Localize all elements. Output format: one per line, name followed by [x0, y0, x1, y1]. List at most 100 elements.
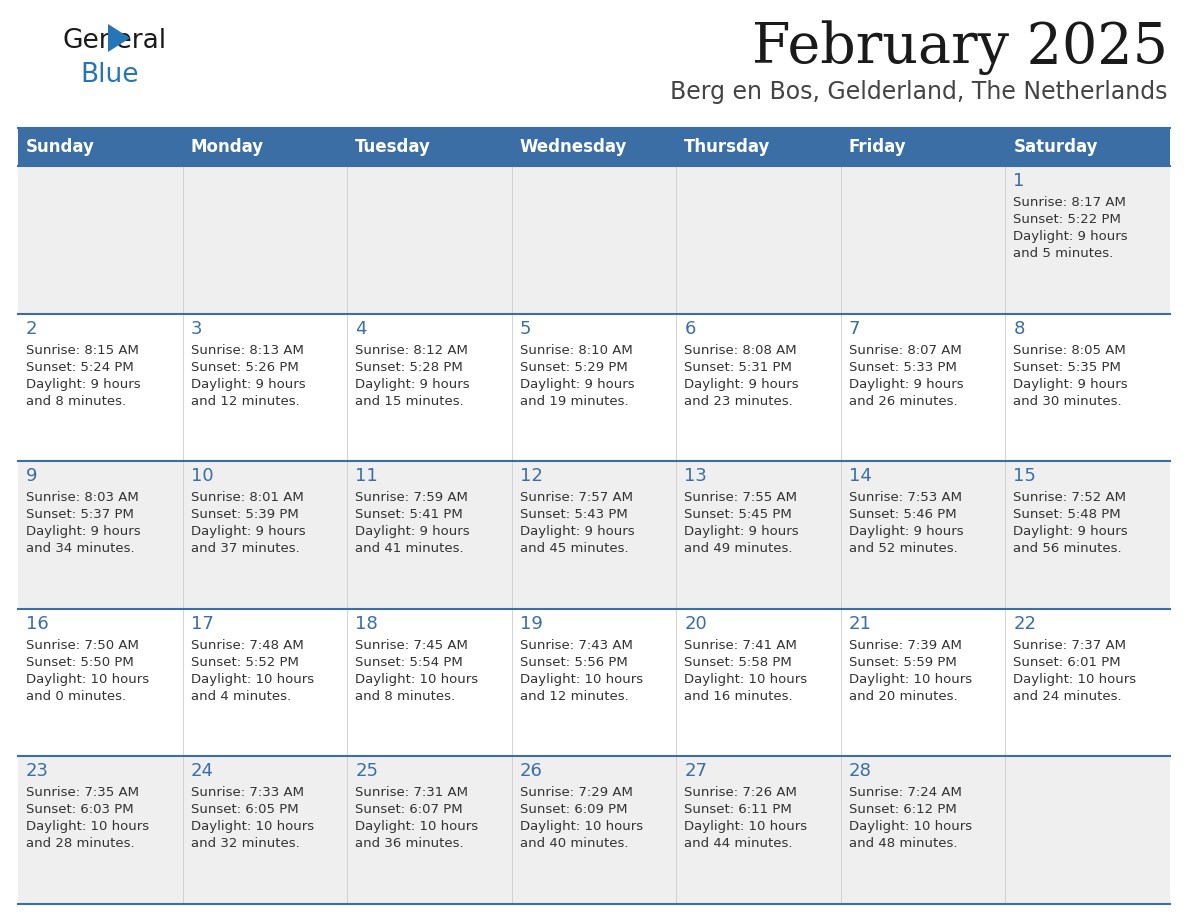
Text: Sunset: 5:39 PM: Sunset: 5:39 PM: [190, 509, 298, 521]
Text: Sunset: 5:45 PM: Sunset: 5:45 PM: [684, 509, 792, 521]
Text: Daylight: 9 hours: Daylight: 9 hours: [355, 525, 469, 538]
Text: Sunrise: 7:50 AM: Sunrise: 7:50 AM: [26, 639, 139, 652]
Text: and 48 minutes.: and 48 minutes.: [849, 837, 958, 850]
Text: Daylight: 9 hours: Daylight: 9 hours: [1013, 525, 1129, 538]
Text: 24: 24: [190, 763, 214, 780]
Text: Berg en Bos, Gelderland, The Netherlands: Berg en Bos, Gelderland, The Netherlands: [670, 80, 1168, 104]
Text: and 52 minutes.: and 52 minutes.: [849, 543, 958, 555]
Text: Daylight: 9 hours: Daylight: 9 hours: [1013, 377, 1129, 390]
Text: Daylight: 9 hours: Daylight: 9 hours: [684, 377, 798, 390]
Text: 18: 18: [355, 615, 378, 633]
Text: Sunset: 5:35 PM: Sunset: 5:35 PM: [1013, 361, 1121, 374]
Text: Sunset: 5:46 PM: Sunset: 5:46 PM: [849, 509, 956, 521]
Text: 7: 7: [849, 319, 860, 338]
Text: Daylight: 10 hours: Daylight: 10 hours: [190, 673, 314, 686]
Text: Daylight: 10 hours: Daylight: 10 hours: [26, 821, 150, 834]
Text: and 28 minutes.: and 28 minutes.: [26, 837, 134, 850]
Text: Sunrise: 7:53 AM: Sunrise: 7:53 AM: [849, 491, 962, 504]
Text: 20: 20: [684, 615, 707, 633]
Text: Daylight: 10 hours: Daylight: 10 hours: [684, 821, 808, 834]
Text: 6: 6: [684, 319, 696, 338]
Text: Sunset: 5:26 PM: Sunset: 5:26 PM: [190, 361, 298, 374]
Text: 21: 21: [849, 615, 872, 633]
Text: Sunrise: 8:17 AM: Sunrise: 8:17 AM: [1013, 196, 1126, 209]
Text: 27: 27: [684, 763, 707, 780]
Text: and 37 minutes.: and 37 minutes.: [190, 543, 299, 555]
Text: and 19 minutes.: and 19 minutes.: [519, 395, 628, 408]
Text: 9: 9: [26, 467, 38, 486]
Text: Daylight: 10 hours: Daylight: 10 hours: [1013, 673, 1137, 686]
Text: Sunrise: 8:10 AM: Sunrise: 8:10 AM: [519, 343, 632, 356]
Text: and 44 minutes.: and 44 minutes.: [684, 837, 792, 850]
Text: and 12 minutes.: and 12 minutes.: [519, 689, 628, 703]
Text: Sunrise: 7:26 AM: Sunrise: 7:26 AM: [684, 787, 797, 800]
Text: 23: 23: [26, 763, 49, 780]
Text: and 41 minutes.: and 41 minutes.: [355, 543, 463, 555]
Text: Sunrise: 8:01 AM: Sunrise: 8:01 AM: [190, 491, 303, 504]
Text: 26: 26: [519, 763, 543, 780]
Text: Sunset: 5:22 PM: Sunset: 5:22 PM: [1013, 213, 1121, 226]
Bar: [18, 314, 1170, 461]
Text: Daylight: 9 hours: Daylight: 9 hours: [519, 525, 634, 538]
Text: Sunset: 5:33 PM: Sunset: 5:33 PM: [849, 361, 956, 374]
Text: Sunrise: 8:08 AM: Sunrise: 8:08 AM: [684, 343, 797, 356]
Text: Daylight: 10 hours: Daylight: 10 hours: [849, 821, 972, 834]
Text: Sunrise: 7:33 AM: Sunrise: 7:33 AM: [190, 787, 304, 800]
Text: Daylight: 9 hours: Daylight: 9 hours: [190, 525, 305, 538]
Text: and 56 minutes.: and 56 minutes.: [1013, 543, 1121, 555]
Text: Saturday: Saturday: [1013, 138, 1098, 156]
Text: and 40 minutes.: and 40 minutes.: [519, 837, 628, 850]
Text: Daylight: 9 hours: Daylight: 9 hours: [684, 525, 798, 538]
Text: Sunset: 6:03 PM: Sunset: 6:03 PM: [26, 803, 133, 816]
Text: 8: 8: [1013, 319, 1025, 338]
Text: Sunrise: 7:55 AM: Sunrise: 7:55 AM: [684, 491, 797, 504]
Text: and 45 minutes.: and 45 minutes.: [519, 543, 628, 555]
Text: Sunset: 5:54 PM: Sunset: 5:54 PM: [355, 655, 463, 669]
Text: 5: 5: [519, 319, 531, 338]
Text: Daylight: 9 hours: Daylight: 9 hours: [190, 377, 305, 390]
Text: Friday: Friday: [849, 138, 906, 156]
Text: 17: 17: [190, 615, 214, 633]
Text: Sunset: 5:31 PM: Sunset: 5:31 PM: [684, 361, 792, 374]
Text: Daylight: 9 hours: Daylight: 9 hours: [26, 525, 140, 538]
Text: and 4 minutes.: and 4 minutes.: [190, 689, 291, 703]
Text: Sunrise: 7:39 AM: Sunrise: 7:39 AM: [849, 639, 962, 652]
Text: Sunset: 6:05 PM: Sunset: 6:05 PM: [190, 803, 298, 816]
Text: Sunset: 5:48 PM: Sunset: 5:48 PM: [1013, 509, 1121, 521]
Text: 2: 2: [26, 319, 38, 338]
Text: Sunset: 6:12 PM: Sunset: 6:12 PM: [849, 803, 956, 816]
Text: Sunset: 5:28 PM: Sunset: 5:28 PM: [355, 361, 463, 374]
Text: Daylight: 9 hours: Daylight: 9 hours: [849, 377, 963, 390]
Text: Daylight: 9 hours: Daylight: 9 hours: [1013, 230, 1129, 243]
Text: 16: 16: [26, 615, 49, 633]
Text: Sunrise: 8:13 AM: Sunrise: 8:13 AM: [190, 343, 303, 356]
Text: 28: 28: [849, 763, 872, 780]
Text: Sunset: 6:07 PM: Sunset: 6:07 PM: [355, 803, 463, 816]
Text: Sunset: 6:09 PM: Sunset: 6:09 PM: [519, 803, 627, 816]
Bar: [18, 609, 1170, 756]
Text: Sunrise: 8:03 AM: Sunrise: 8:03 AM: [26, 491, 139, 504]
Text: Sunrise: 7:57 AM: Sunrise: 7:57 AM: [519, 491, 633, 504]
Text: and 36 minutes.: and 36 minutes.: [355, 837, 463, 850]
Text: Blue: Blue: [80, 62, 139, 88]
Text: Daylight: 10 hours: Daylight: 10 hours: [355, 673, 479, 686]
Text: and 16 minutes.: and 16 minutes.: [684, 689, 792, 703]
Text: Sunset: 5:43 PM: Sunset: 5:43 PM: [519, 509, 627, 521]
Text: 25: 25: [355, 763, 378, 780]
Text: Sunrise: 7:29 AM: Sunrise: 7:29 AM: [519, 787, 632, 800]
Text: and 8 minutes.: and 8 minutes.: [26, 395, 126, 408]
Text: 4: 4: [355, 319, 367, 338]
Text: Daylight: 9 hours: Daylight: 9 hours: [26, 377, 140, 390]
Text: and 30 minutes.: and 30 minutes.: [1013, 395, 1121, 408]
Text: Tuesday: Tuesday: [355, 138, 431, 156]
Text: Sunset: 5:41 PM: Sunset: 5:41 PM: [355, 509, 463, 521]
Text: General: General: [62, 28, 166, 54]
Text: 19: 19: [519, 615, 543, 633]
Text: Wednesday: Wednesday: [519, 138, 627, 156]
Text: Sunrise: 7:52 AM: Sunrise: 7:52 AM: [1013, 491, 1126, 504]
Text: Sunrise: 7:31 AM: Sunrise: 7:31 AM: [355, 787, 468, 800]
Text: Monday: Monday: [190, 138, 264, 156]
Text: Sunrise: 8:05 AM: Sunrise: 8:05 AM: [1013, 343, 1126, 356]
Text: Sunrise: 7:48 AM: Sunrise: 7:48 AM: [190, 639, 303, 652]
Bar: [18, 166, 1170, 314]
